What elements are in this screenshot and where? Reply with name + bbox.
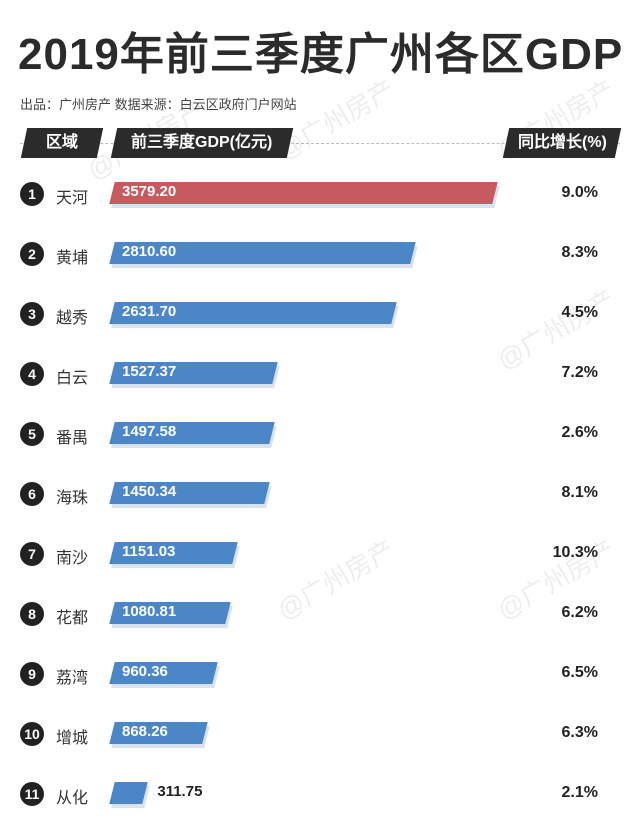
value-label: 1527.37	[122, 363, 177, 380]
growth-label: 2.6%	[561, 424, 598, 441]
bar-row: 10 增城 868.26 6.3%	[0, 714, 640, 754]
district-label: 越秀	[56, 310, 89, 327]
district-label: 荔湾	[56, 670, 89, 687]
district-label: 增城	[56, 730, 89, 747]
bar-row: 9 荔湾 960.36 6.5%	[0, 654, 640, 694]
growth-label: 6.5%	[561, 664, 598, 681]
growth-label: 6.3%	[561, 724, 598, 741]
header-district: 区域	[20, 128, 104, 158]
district-label: 黄埔	[56, 250, 89, 267]
value-label: 311.75	[157, 783, 203, 800]
value-label: 3579.20	[122, 183, 177, 200]
rank-badge: 6	[20, 482, 44, 506]
chart-title: 2019年前三季度广州各区GDP	[18, 30, 624, 79]
bar-row: 1 天河 3579.20 9.0%	[0, 174, 640, 214]
value-label: 1450.34	[122, 483, 177, 500]
rank-badge: 5	[20, 422, 44, 446]
value-label: 1497.58	[122, 423, 177, 440]
growth-label: 8.1%	[561, 484, 598, 501]
watermark: @广州房产	[271, 74, 400, 166]
value-label: 1080.81	[122, 603, 177, 620]
district-label: 海珠	[56, 490, 89, 507]
growth-label: 8.3%	[561, 244, 598, 261]
header-growth: 同比增长(%)	[502, 128, 622, 158]
district-label: 花都	[56, 610, 89, 627]
rank-badge: 4	[20, 362, 44, 386]
rank-badge: 2	[20, 242, 44, 266]
rank-badge: 3	[20, 302, 44, 326]
bar-row: 2 黄埔 2810.60 8.3%	[0, 234, 640, 274]
growth-label: 6.2%	[561, 604, 598, 621]
bar-row: 11 从化 311.75 2.1%	[0, 774, 640, 814]
bar-row: 3 越秀 2631.70 4.5%	[0, 294, 640, 334]
growth-label: 7.2%	[561, 364, 598, 381]
growth-label: 4.5%	[561, 304, 598, 321]
header-divider	[20, 143, 620, 144]
rank-badge: 7	[20, 542, 44, 566]
district-label: 天河	[56, 190, 89, 207]
growth-label: 10.3%	[552, 544, 598, 561]
bar-row: 6 海珠 1450.34 8.1%	[0, 474, 640, 514]
value-label: 2810.60	[122, 243, 177, 260]
value-label: 868.26	[122, 723, 168, 740]
growth-label: 2.1%	[561, 784, 598, 801]
chart-subtitle: 出品：广州房产 数据来源：白云区政府门户网站	[20, 97, 297, 112]
value-label: 2631.70	[122, 303, 177, 320]
district-label: 白云	[56, 370, 89, 387]
value-label: 1151.03	[122, 543, 176, 560]
rank-badge: 11	[20, 782, 44, 806]
bar-row: 7 南沙 1151.03 10.3%	[0, 534, 640, 574]
bar-row: 8 花都 1080.81 6.2%	[0, 594, 640, 634]
rank-badge: 1	[20, 182, 44, 206]
bar-row: 5 番禺 1497.58 2.6%	[0, 414, 640, 454]
district-label: 番禺	[56, 430, 89, 447]
district-label: 从化	[56, 790, 89, 807]
district-label: 南沙	[56, 550, 89, 567]
rank-badge: 9	[20, 662, 44, 686]
header-gdp: 前三季度GDP(亿元)	[110, 128, 294, 158]
growth-label: 9.0%	[561, 184, 598, 201]
bar-row: 4 白云 1527.37 7.2%	[0, 354, 640, 394]
value-label: 960.36	[122, 663, 168, 680]
rank-badge: 8	[20, 602, 44, 626]
rank-badge: 10	[20, 722, 44, 746]
bar	[109, 782, 149, 804]
